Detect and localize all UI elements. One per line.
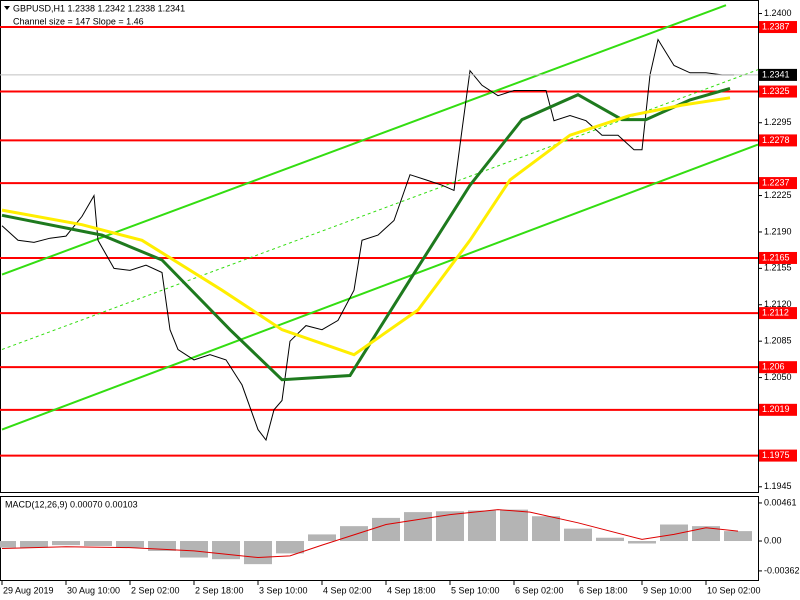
main-panel-frame (0, 0, 759, 493)
y-tick-label: 1.2120 (764, 299, 792, 309)
histogram-bar (660, 524, 688, 542)
histogram-bar (84, 541, 112, 546)
y-tick-label: 1.2155 (764, 263, 792, 273)
y-tick-label: 1.2295 (764, 117, 792, 127)
level-label-box (759, 403, 797, 416)
x-tick-label: 30 Aug 10:00 (67, 585, 120, 595)
moving-average (1, 86, 731, 382)
overlay: GBPUSD,H1 1.2338 1.2342 1.2338 1.2341 Ch… (4, 3, 185, 509)
y-tick-label: 1.1945 (764, 481, 792, 491)
y-tick-label: 0.00461 (764, 497, 797, 507)
current-price-label: 1.2341 (762, 69, 790, 79)
x-tick-label: 9 Sep 10:00 (643, 585, 692, 595)
histogram-bar (500, 509, 528, 542)
histogram-bar (372, 517, 400, 542)
x-tick-label: 6 Sep 02:00 (515, 585, 564, 595)
level-label-box (759, 21, 797, 34)
histogram-bar (564, 528, 592, 542)
macd-title: MACD(12,26,9) 0.00070 0.00103 (5, 499, 138, 509)
price-line (1, 38, 734, 442)
x-tick-label: 2 Sep 18:00 (195, 585, 244, 595)
histogram-bar (628, 541, 656, 544)
histogram-bar (0, 541, 16, 548)
moving-average (1, 96, 731, 357)
x-tick-label: 29 Aug 2019 (3, 585, 54, 595)
level-label-box (759, 251, 797, 264)
level-label-box (759, 134, 797, 147)
y-tick-label: 1.2190 (764, 226, 792, 236)
histogram-bar (468, 510, 496, 542)
histogram-bar (404, 512, 432, 542)
histogram-bar (244, 541, 272, 565)
chart-title: GBPUSD,H1 1.2338 1.2342 1.2338 1.2341 (13, 3, 185, 13)
level-label-box (759, 177, 797, 190)
level-label-box (759, 361, 797, 374)
histogram-bar (116, 541, 144, 548)
signal-line (1, 509, 739, 559)
x-tick-label: 4 Sep 02:00 (323, 585, 372, 595)
x-tick-label: 4 Sep 18:00 (387, 585, 436, 595)
main-panel: 1.2400 1.2295 1.2225 1.2190 1.2155 1.2120 1.20… (0, 4, 797, 595)
chart-subtitle: Channel size = 147 Slope = 1.46 (13, 16, 144, 26)
histogram-bar (20, 541, 48, 548)
macd-panel: 0.00461 0.00 -0.00362 (0, 497, 800, 575)
x-tick-label: 10 Sep 02:00 (707, 585, 761, 595)
macd-panel-frame (0, 496, 759, 581)
x-tick-label: 5 Sep 10:00 (451, 585, 500, 595)
y-tick-label: -0.00362 (764, 565, 800, 575)
level-label: 1.2237 (762, 177, 790, 187)
histogram-bar (276, 541, 304, 554)
level-label: 1.2019 (762, 404, 790, 414)
histogram-bar (724, 531, 752, 542)
y-tick-label: 1.2085 (764, 336, 792, 346)
level-label: 1.2325 (762, 86, 790, 96)
channel-line (1, 4, 727, 276)
histogram-bar (212, 541, 240, 560)
x-tick-label: 3 Sep 10:00 (259, 585, 308, 595)
histogram-bar (52, 541, 80, 546)
channel-line (1, 69, 759, 350)
current-price-box (759, 68, 797, 81)
histogram-bar (340, 526, 368, 542)
histogram-bar (596, 537, 624, 542)
y-tick-label: 1.2400 (764, 8, 792, 18)
level-label-box (759, 449, 797, 462)
y-tick-label: 1.2225 (764, 190, 792, 200)
y-tick-label: 0.00 (764, 535, 782, 545)
level-label: 1.2165 (762, 252, 790, 262)
symbol-arrow (4, 6, 10, 10)
histogram-bar (148, 541, 176, 551)
level-label-box (759, 307, 797, 320)
channel-line (1, 143, 759, 431)
level-label: 1.2387 (762, 21, 790, 31)
x-tick-label: 6 Sep 18:00 (579, 585, 628, 595)
histogram-bar (532, 516, 560, 542)
level-label: 1.2278 (762, 135, 790, 145)
histogram-bar (308, 534, 336, 542)
level-label: 1.2112 (762, 307, 789, 317)
x-tick-label: 2 Sep 02:00 (131, 585, 180, 595)
level-label: 1.206 (762, 362, 785, 372)
level-label-box (759, 85, 797, 98)
histogram-bar (692, 526, 720, 542)
y-tick-label: 1.2050 (764, 372, 792, 382)
histogram-bar (180, 541, 208, 558)
level-label: 1.1975 (762, 450, 790, 460)
